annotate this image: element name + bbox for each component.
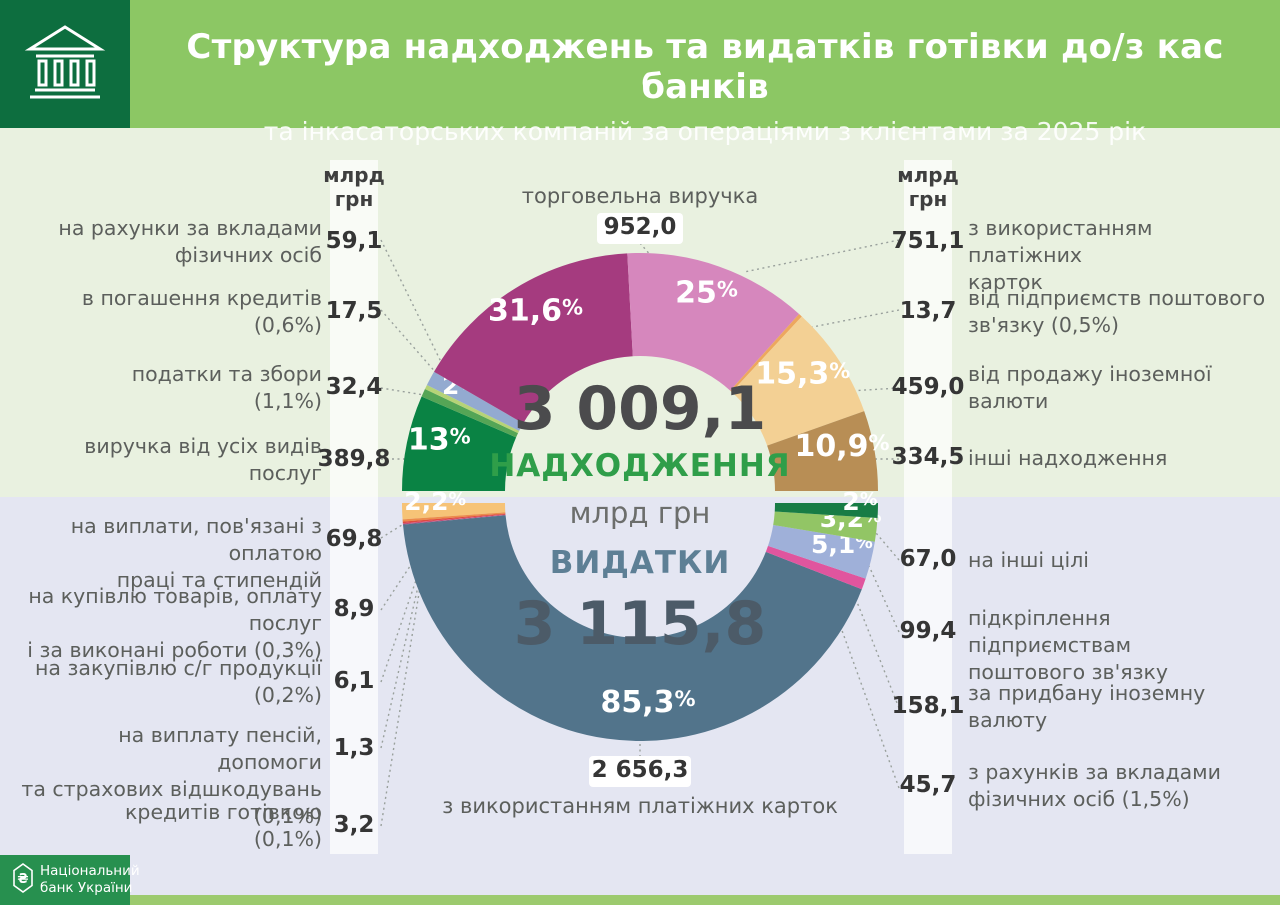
slice-pct-label-trade_revenue: 31,6% <box>488 293 583 328</box>
slice-fx_purchase <box>767 524 875 579</box>
annotation-label-taxes: податки та збори (1,1%) <box>131 362 322 413</box>
svg-text:₴: ₴ <box>17 872 28 887</box>
bank-building-icon <box>24 23 106 105</box>
unit-header-right: млрд грн <box>897 163 959 211</box>
slice-cash_loans <box>402 514 506 525</box>
annotation-label-cash_loans: кредитів готівкою (0,1%) <box>125 800 322 851</box>
annotation-value-payment_cards_in: 751,1 <box>891 228 965 254</box>
leader-line <box>380 523 439 611</box>
slice-postal_in <box>730 313 802 393</box>
leader-line <box>743 239 900 273</box>
nbu-logo-block: ₴ Національний банк України <box>0 855 140 905</box>
slice-loan_repayment <box>424 384 520 434</box>
trade-revenue-label: торговельна виручка <box>521 184 759 208</box>
slice-goods <box>402 512 506 522</box>
slice-payment_cards_out <box>402 515 862 742</box>
annotation-label-fx_purchase: за придбану іноземну валюту <box>968 681 1206 732</box>
slice-payment_cards_in <box>627 253 800 391</box>
slice-pct-label-payment_cards_in: 25% <box>675 275 738 310</box>
slice-postal_out <box>773 511 878 542</box>
annotation-label-goods: на купівлю товарів, оплату послуг і за ви… <box>27 584 322 662</box>
slice-deposits_out <box>765 545 866 590</box>
expenditures-title: ВИДАТКИ <box>549 545 731 581</box>
annotation-label-loan_repayment: в погашення кредитів (0,6%) <box>81 286 322 337</box>
annotation-value-other_in: 334,5 <box>891 444 965 470</box>
slice-services <box>402 396 517 491</box>
header-band <box>0 0 1280 128</box>
annotation-value-fx_sale: 459,0 <box>891 374 965 400</box>
slice-pct-label-other_in: 10,9% <box>794 429 889 464</box>
receipts-title: НАДХОДЖЕННЯ <box>489 448 791 484</box>
slice-pct-label-payment_cards_out: 85,3% <box>600 685 695 720</box>
annotation-value-salaries: 69,8 <box>325 526 383 552</box>
cards-out-chip <box>589 756 691 787</box>
annotation-value-taxes: 32,4 <box>325 374 383 400</box>
cards-out-label: з використанням платіжних карток <box>442 794 838 818</box>
annotation-label-other_in: інші надходження <box>968 445 1168 470</box>
cards-out-value: 2 656,3 <box>591 757 689 783</box>
annotation-label-agri: на закупівлю с/г продукції (0,2%) <box>35 656 322 707</box>
slice-agri <box>402 513 506 524</box>
leader-line <box>380 387 450 400</box>
center-unit-label: млрд грн <box>569 496 711 530</box>
slice-trade_revenue <box>434 253 633 424</box>
annotation-value-pensions: 1,3 <box>333 735 375 761</box>
header-text: Структура надходжень та видатків готівки… <box>130 0 1280 146</box>
annotation-label-payment_cards_in: з використанням платіжних карток <box>968 216 1153 294</box>
footer-strip <box>0 895 1280 905</box>
slice-other_in <box>767 411 878 491</box>
slice-pct-label-salaries: 2,2% <box>404 487 466 516</box>
annotation-value-deposits: 59,1 <box>325 228 383 254</box>
slice-salaries <box>402 503 506 520</box>
annotation-value-cash_loans: 3,2 <box>333 812 375 838</box>
annotation-value-postal_out: 99,4 <box>899 618 957 644</box>
annotation-label-fx_sale: від продажу іноземної валюти <box>968 362 1212 413</box>
slice-other_out <box>774 503 878 518</box>
value-band-right <box>904 160 952 854</box>
leader-line <box>791 309 900 332</box>
annotation-label-postal_in: від підприємств поштового зв'язку (0,5%) <box>968 286 1266 337</box>
slice-fx_sale <box>731 316 865 446</box>
leader-line <box>852 505 900 561</box>
trade-revenue-value: 952,0 <box>603 214 677 240</box>
annotation-label-other_out: на інші цілі <box>968 547 1089 572</box>
annotation-value-loan_repayment: 17,5 <box>325 298 383 324</box>
annotation-value-postal_in: 13,7 <box>899 298 957 324</box>
nbu-org-name: Національний банк України <box>40 863 140 896</box>
receipts-total: 3 009,1 <box>513 374 767 444</box>
slice-deposits <box>426 371 524 431</box>
value-band-left <box>330 160 378 854</box>
annotation-value-fx_purchase: 158,1 <box>891 693 965 719</box>
annotation-value-agri: 6,1 <box>333 668 375 694</box>
hryvnia-sign-icon: ₴ <box>12 863 34 897</box>
annotation-label-salaries: на виплати, пов'язані з оплатою праці та … <box>70 514 322 592</box>
leader-line <box>380 529 432 749</box>
annotation-label-services: виручка від усіх видів послуг <box>84 434 322 485</box>
annotation-label-deposits: на рахунки за вкладами фізичних осіб <box>58 216 322 267</box>
leader-line <box>822 577 900 789</box>
annotation-label-deposits_out: з рахунків за вкладами фізичних осіб (1,5… <box>968 760 1221 811</box>
trade-revenue-chip <box>597 213 683 244</box>
annotation-value-other_out: 67,0 <box>899 546 957 572</box>
annotation-label-postal_out: підкріплення підприємствам поштового зв'я… <box>968 606 1169 684</box>
slice-pct-label-fx_sale: 15,3% <box>755 357 850 392</box>
page-subtitle: та інкасаторських компаній за операціями… <box>263 117 1147 146</box>
annotation-value-goods: 8,9 <box>333 596 375 622</box>
header-logo-block <box>0 0 130 128</box>
slice-taxes <box>421 388 519 438</box>
slice-pct-label-services: 13% <box>408 422 471 457</box>
annotation-value-services: 389,8 <box>317 446 391 472</box>
expenditures-total: 3 115,8 <box>513 589 767 659</box>
annotation-value-deposits_out: 45,7 <box>899 772 957 798</box>
annotation-label-pensions: на виплату пенсій, допомоги та страхових … <box>21 723 322 828</box>
unit-header-left: млрд грн <box>323 163 385 211</box>
page-title: Структура надходжень та видатків готівки… <box>186 27 1224 107</box>
slice-pct-label-other_out: 2% <box>842 487 877 516</box>
slice-pensions <box>402 514 506 524</box>
